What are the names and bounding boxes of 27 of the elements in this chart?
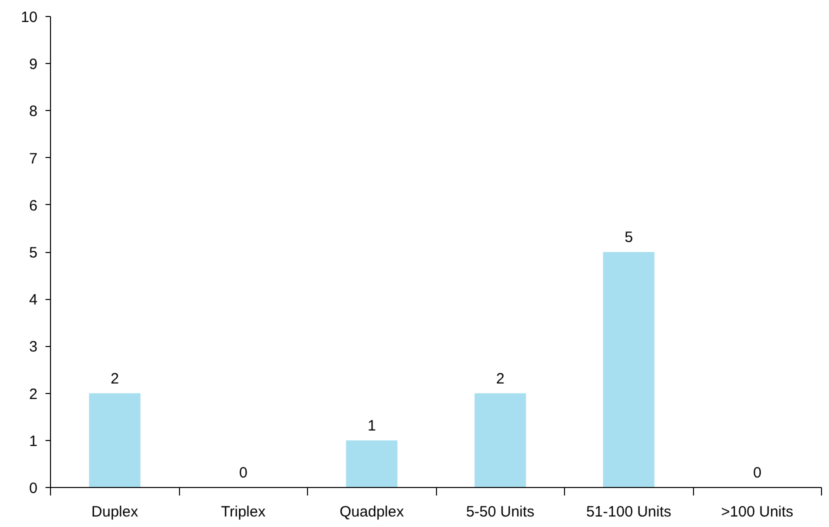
- y-tick-label: 4: [29, 292, 38, 309]
- y-tick-label: 1: [29, 432, 38, 450]
- x-tick-label: Duplex: [91, 504, 139, 520]
- y-tick-label: 2: [29, 386, 38, 403]
- data-label: 2: [110, 370, 119, 388]
- y-tick-label: 0: [29, 480, 38, 497]
- bar: [603, 252, 654, 488]
- data-label: 0: [753, 464, 762, 482]
- x-tick-label: 5-50 Units: [466, 504, 534, 520]
- y-tick-label: 6: [29, 197, 38, 214]
- bar: [474, 393, 526, 488]
- y-tick-label: 5: [29, 244, 38, 262]
- bar: [346, 440, 398, 488]
- data-label: 5: [624, 229, 633, 246]
- data-label: 0: [239, 464, 248, 482]
- x-tick-label: Triplex: [221, 504, 266, 520]
- y-tick-label: 9: [29, 56, 38, 74]
- data-label: 1: [368, 417, 376, 434]
- bar: [89, 393, 140, 488]
- y-tick-label: 10: [20, 9, 38, 26]
- x-tick-label: 51-100 Units: [586, 504, 672, 520]
- data-label: 2: [496, 370, 504, 388]
- y-tick-label: 3: [29, 338, 38, 356]
- y-tick-label: 8: [29, 103, 38, 120]
- y-tick-label: 7: [29, 150, 38, 168]
- x-tick-label: Quadplex: [340, 504, 404, 520]
- x-tick-label: >100 Units: [721, 504, 794, 520]
